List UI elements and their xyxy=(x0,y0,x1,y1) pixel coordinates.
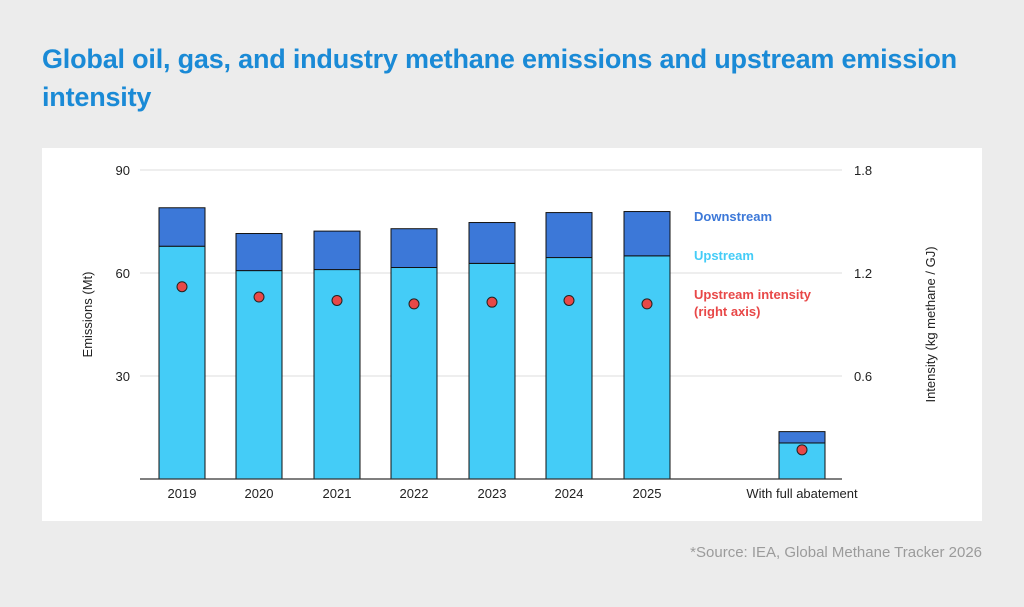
y-tick-label: 30 xyxy=(116,369,130,384)
bar-downstream-2019 xyxy=(158,207,206,247)
intensity-point-2023 xyxy=(486,296,498,308)
y2-tick-label: 0.6 xyxy=(854,369,872,384)
x-tick-label: With full abatement xyxy=(746,486,858,501)
legend-upstream-intensity: Upstream intensity xyxy=(694,287,812,302)
chart-svg: 30 60 90 0.6 1.2 1.8 Emissions (Mt) Intensity (… xyxy=(80,163,938,501)
x-tick-label: 2021 xyxy=(323,486,352,501)
y2-tick-label: 1.8 xyxy=(854,163,872,178)
legend: Downstream Upstream Upstream intensity (rig… xyxy=(694,209,812,319)
intensity-point-2022 xyxy=(408,298,420,310)
bar-upstream-2019 xyxy=(158,245,206,480)
source-note: *Source: IEA, Global Methane Tracker 202… xyxy=(690,544,982,561)
bar-upstream-2024 xyxy=(545,257,593,480)
intensity-point-2021 xyxy=(331,294,343,306)
intensity-points xyxy=(176,281,808,456)
bar-downstream-2024 xyxy=(545,212,593,259)
x-tick-label: 2022 xyxy=(400,486,429,501)
bar-downstream-2023 xyxy=(468,222,516,264)
bar-downstream-2025 xyxy=(623,211,671,257)
legend-upstream: Upstream xyxy=(694,248,754,263)
intensity-point-2019 xyxy=(176,281,188,293)
bar-upstream-2023 xyxy=(468,262,516,480)
axes: 30 60 90 0.6 1.2 1.8 Emissions (Mt) Intensity (… xyxy=(80,163,938,501)
y-tick-label: 90 xyxy=(116,163,130,178)
bar-downstream-2020 xyxy=(235,233,283,272)
intensity-point-with-full-abatement xyxy=(796,444,808,456)
bar-downstream-with-full-abatement xyxy=(778,431,826,444)
x-tick-label: 2025 xyxy=(633,486,662,501)
intensity-point-2025 xyxy=(641,298,653,310)
chart-panel: 30 60 90 0.6 1.2 1.8 Emissions (Mt) Intensity (… xyxy=(42,148,982,521)
y2-axis-title: Intensity (kg methane / GJ) xyxy=(923,246,938,402)
legend-downstream: Downstream xyxy=(694,209,772,224)
x-tick-label: 2024 xyxy=(555,486,584,501)
x-tick-label: 2023 xyxy=(478,486,507,501)
bar-upstream-2025 xyxy=(623,255,671,480)
legend-right-axis-note: (right axis) xyxy=(694,304,760,319)
intensity-point-2024 xyxy=(563,294,575,306)
bar-downstream-2021 xyxy=(313,230,361,271)
bar-downstream-2022 xyxy=(390,228,438,269)
y-tick-label: 60 xyxy=(116,266,130,281)
intensity-point-2020 xyxy=(253,291,265,303)
y2-tick-label: 1.2 xyxy=(854,266,872,281)
chart-title: Global oil, gas, and industry methane em… xyxy=(42,44,957,112)
bar-upstream-2020 xyxy=(235,270,283,480)
x-tick-label: 2020 xyxy=(245,486,274,501)
x-tick-label: 2019 xyxy=(168,486,197,501)
y-axis-title: Emissions (Mt) xyxy=(80,272,95,358)
